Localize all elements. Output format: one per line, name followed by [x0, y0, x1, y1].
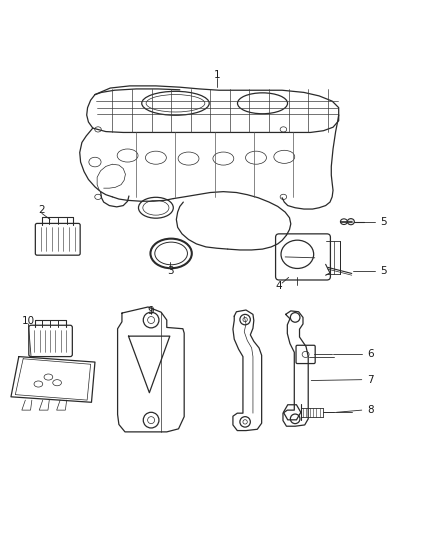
Text: 5: 5 [380, 266, 387, 276]
Text: 1: 1 [213, 70, 220, 80]
Text: 10: 10 [22, 316, 35, 326]
Text: 9: 9 [147, 306, 154, 316]
Text: 7: 7 [367, 375, 374, 385]
Text: 3: 3 [167, 266, 173, 276]
Text: 8: 8 [367, 405, 374, 415]
Ellipse shape [347, 219, 354, 225]
Text: 6: 6 [367, 350, 374, 359]
Text: 4: 4 [276, 281, 283, 291]
Text: 2: 2 [39, 205, 45, 215]
Text: 5: 5 [380, 217, 387, 227]
